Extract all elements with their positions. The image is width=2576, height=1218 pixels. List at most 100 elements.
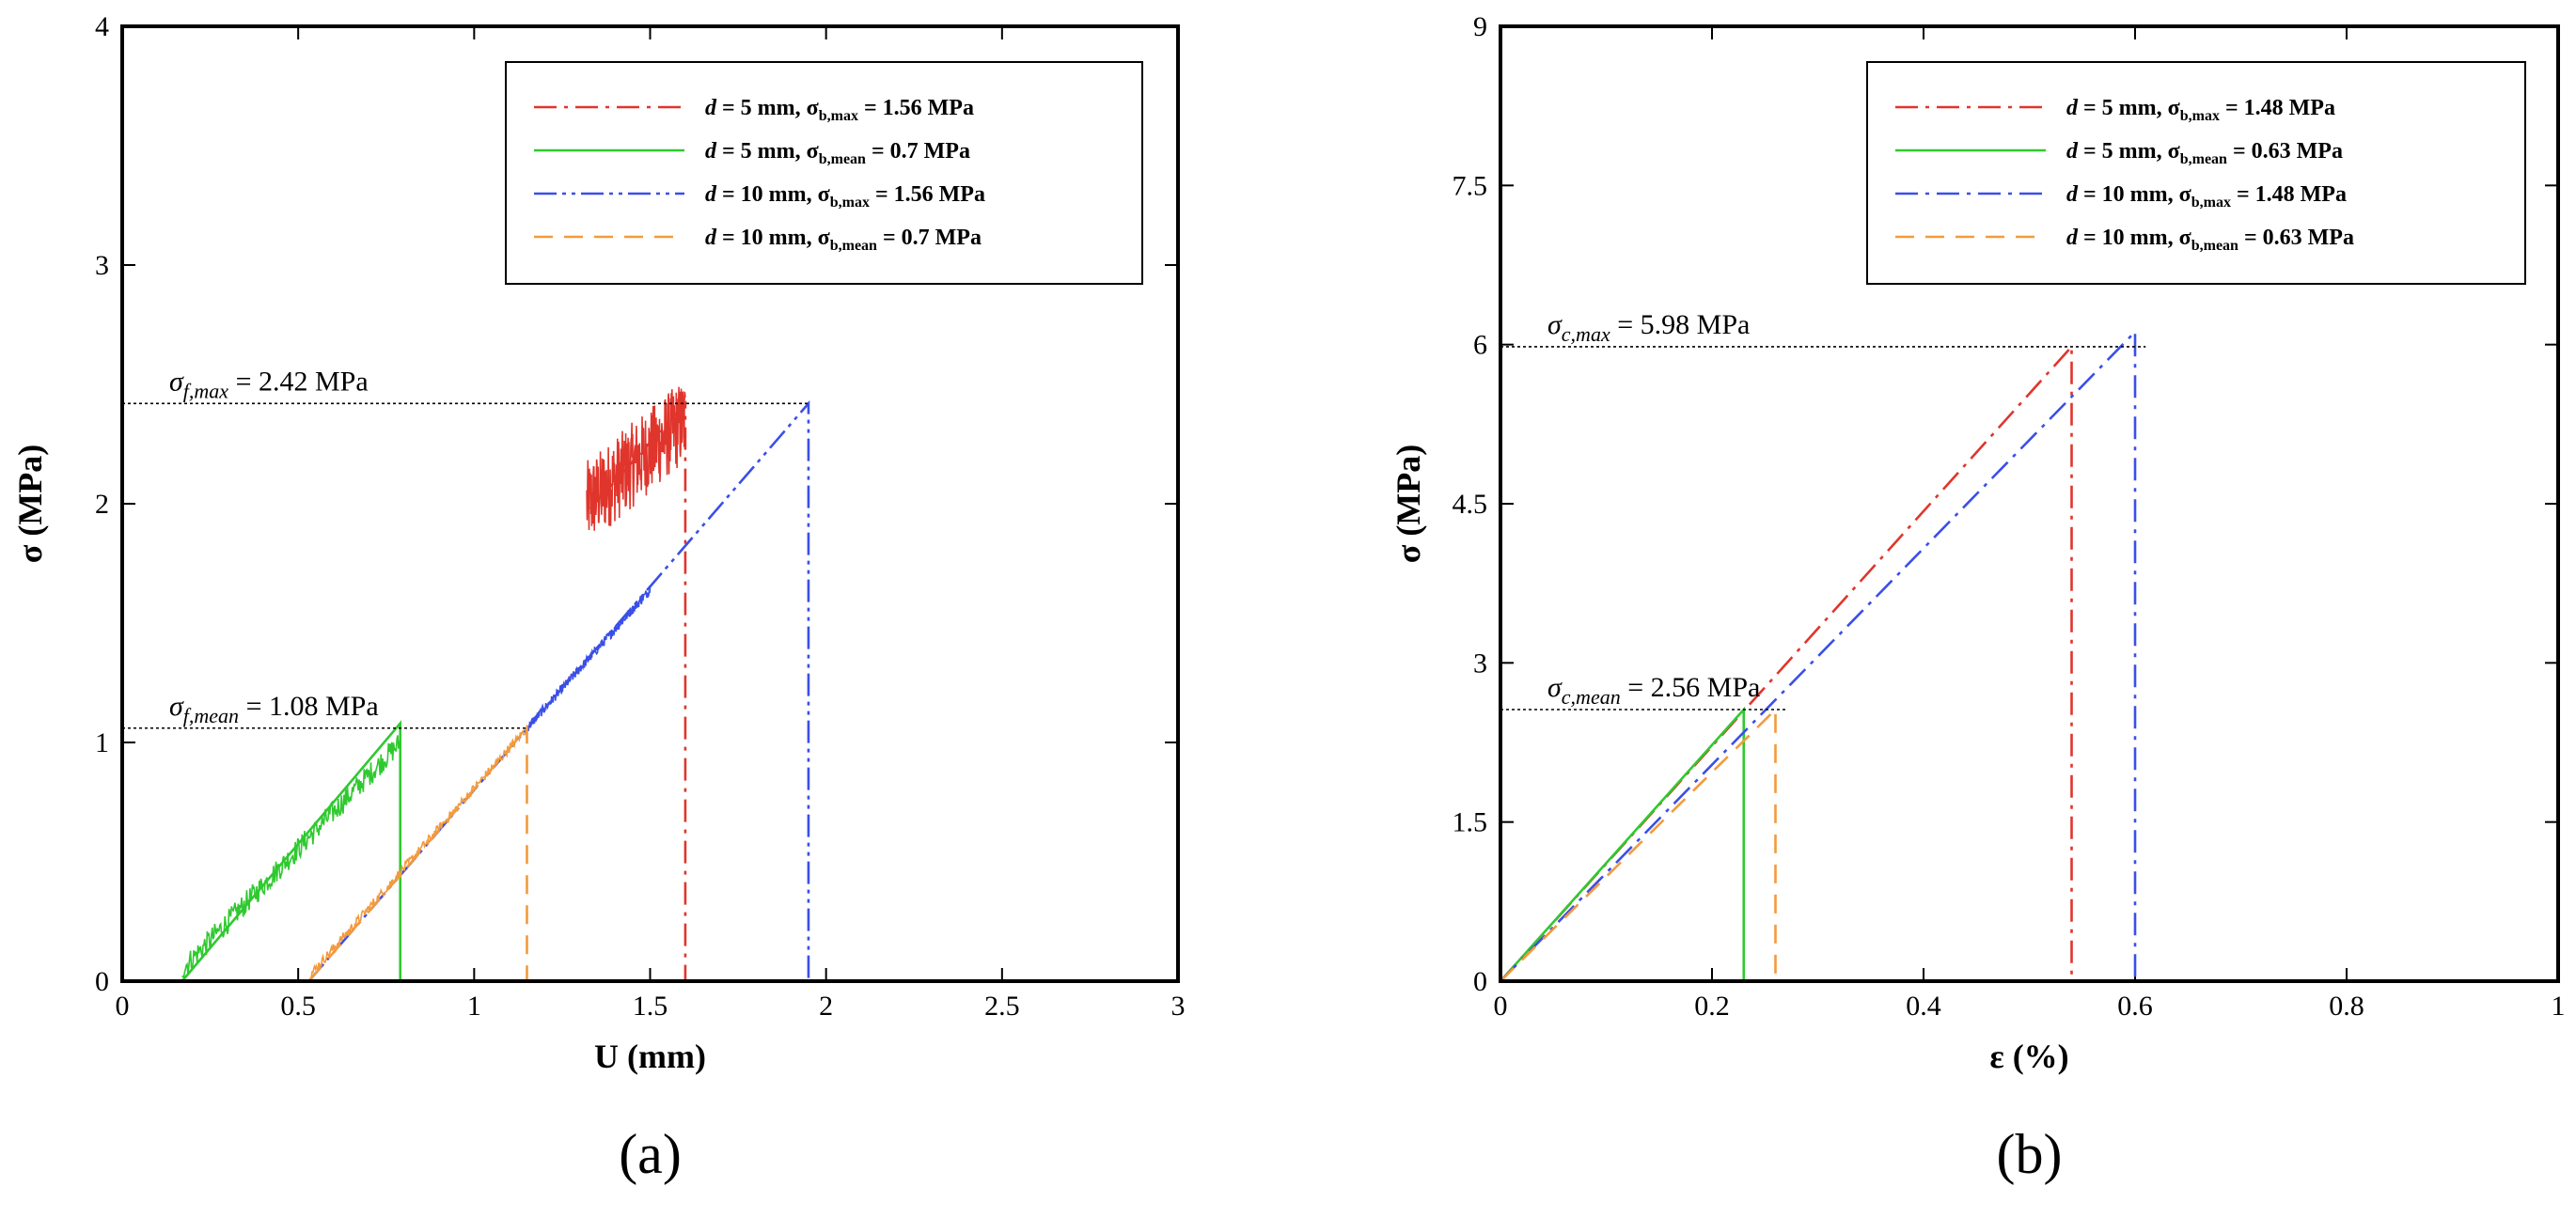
legend-sub: b,mean — [2180, 151, 2227, 167]
series-line-green — [181, 720, 402, 982]
plot-frame-a — [120, 24, 1180, 983]
x-tick-label: 0 — [116, 991, 130, 1022]
legend-tail: = 1.48 MPa — [2231, 182, 2347, 207]
panel-label-b: (b) — [1997, 1123, 2063, 1185]
y-tick-label: 1 — [95, 727, 109, 758]
annotation-value: = 2.56 MPa — [1621, 672, 1761, 703]
legend-tail: = 1.48 MPa — [2220, 96, 2335, 120]
series-red — [586, 386, 687, 981]
legend-sub: b,mean — [819, 151, 866, 167]
legend-d: d — [705, 139, 717, 164]
series-noise-orange — [307, 725, 528, 982]
legend-lead: = 10 mm, σ — [2078, 182, 2191, 207]
series-layer-b — [1500, 328, 2137, 982]
legend-d: d — [2066, 226, 2079, 250]
legend-entry-b-4: d = 10 mm, σb,mean = 0.63 MPa — [1895, 226, 2354, 254]
legend-lead: = 10 mm, σ — [2078, 226, 2191, 250]
annotation-symbol: σ — [1547, 672, 1563, 703]
legend-entry-a-1: d = 5 mm, σb,max = 1.56 MPa — [534, 96, 974, 124]
annotation-layer-a — [122, 402, 809, 729]
axis-ticks-a: 0 0.5 1 1.5 2 2.5 3 0 1 2 3 4 — [95, 11, 1186, 1022]
x-axis-label-b: ε (%) — [1989, 1038, 2068, 1075]
legend-label: d = 5 mm, σb,max = 1.56 MPa — [705, 96, 974, 124]
panel-label-a: (a) — [619, 1123, 682, 1185]
legend-d: d — [2066, 182, 2079, 207]
annotation-b-mean: σc,mean = 2.56 MPa — [1547, 672, 1760, 709]
legend-box-a — [505, 61, 1143, 285]
annotation-symbol: σ — [1547, 309, 1563, 340]
y-tick-label: 1.5 — [1453, 807, 1488, 838]
legend-entry-a-3: d = 10 mm, σb,max = 1.56 MPa — [534, 182, 985, 211]
legend-d: d — [705, 96, 717, 120]
annotation-value: = 2.42 MPa — [228, 366, 369, 397]
series-noise-blue — [526, 587, 652, 732]
x-tick-label: 1 — [2552, 991, 2566, 1022]
legend-lead: = 10 mm, σ — [716, 226, 830, 250]
y-axis-label-a: σ (MPa) — [11, 445, 49, 564]
annotation-value: = 1.08 MPa — [239, 691, 379, 722]
legend-tail: = 0.7 MPa — [877, 226, 982, 250]
series-noise-green — [181, 735, 401, 979]
legend-tail: = 0.63 MPa — [2227, 139, 2343, 164]
x-tick-label: 1 — [467, 991, 481, 1022]
x-tick-label: 2.5 — [984, 991, 1020, 1022]
x-tick-label: 0.4 — [1906, 991, 1941, 1022]
y-tick-label: 2 — [95, 489, 109, 520]
y-tick-label: 6 — [1473, 330, 1487, 361]
series-orange — [307, 725, 528, 982]
legend-sub: b,max — [830, 195, 870, 211]
x-tick-label: 0.5 — [280, 991, 316, 1022]
x-tick-label: 0.6 — [2117, 991, 2153, 1022]
legend-label: d = 10 mm, σb,mean = 0.7 MPa — [705, 226, 982, 254]
legend-sub: b,max — [819, 108, 858, 124]
y-tick-label: 3 — [1473, 648, 1487, 679]
y-tick-label: 4.5 — [1453, 489, 1488, 520]
y-tick-label: 0 — [1473, 966, 1487, 997]
series-green — [1500, 706, 1746, 982]
legend-lead: = 5 mm, σ — [2078, 139, 2180, 164]
y-tick-label: 7.5 — [1453, 170, 1488, 201]
series-orange — [1500, 706, 1777, 982]
plot-frame-b — [1499, 24, 2560, 983]
series-blue — [1500, 328, 2137, 982]
legend-sub: b,mean — [2191, 238, 2238, 254]
series-line-orange — [1500, 706, 1777, 982]
x-tick-label: 3 — [1171, 991, 1186, 1022]
legend-entry-b-3: d = 10 mm, σb,max = 1.48 MPa — [1895, 182, 2347, 211]
legend-d: d — [2066, 96, 2079, 120]
annotation-symbol: σ — [169, 691, 184, 722]
annotation-a-mean: σf,mean = 1.08 MPa — [169, 691, 379, 727]
legend-label: d = 5 mm, σb,mean = 0.63 MPa — [2066, 139, 2343, 167]
series-green — [181, 720, 402, 982]
x-axis-label-a: U (mm) — [594, 1038, 706, 1075]
annotation-sub: c,max — [1562, 322, 1610, 346]
legend-entry-a-4: d = 10 mm, σb,mean = 0.7 MPa — [534, 226, 982, 254]
series-line-blue — [1500, 328, 2137, 982]
y-tick-label: 4 — [95, 11, 109, 42]
legend-tail: = 0.63 MPa — [2238, 226, 2354, 250]
x-tick-label: 2 — [819, 991, 833, 1022]
x-tick-label: 0.2 — [1694, 991, 1730, 1022]
legend-tail: = 0.7 MPa — [866, 139, 970, 164]
legend-sub: b,mean — [830, 238, 877, 254]
legend-lead: = 5 mm, σ — [716, 96, 819, 120]
legend-d: d — [705, 182, 717, 207]
legend-sub: b,max — [2180, 108, 2220, 124]
legend-d: d — [705, 226, 717, 250]
x-tick-label: 1.5 — [633, 991, 668, 1022]
legend-entry-a-2: d = 5 mm, σb,mean = 0.7 MPa — [534, 139, 970, 167]
legend-tail: = 1.56 MPa — [858, 96, 974, 120]
series-line-green — [1500, 706, 1746, 982]
annotation-value: = 5.98 MPa — [1610, 309, 1751, 340]
legend-entry-b-2: d = 5 mm, σb,mean = 0.63 MPa — [1895, 139, 2343, 167]
annotation-sub: f,max — [183, 379, 229, 402]
legend-entry-b-1: d = 5 mm, σb,max = 1.48 MPa — [1895, 96, 2335, 124]
legend-label: d = 5 mm, σb,mean = 0.7 MPa — [705, 139, 970, 167]
y-axis-label-b: σ (MPa) — [1390, 445, 1427, 564]
legend-label: d = 10 mm, σb,max = 1.56 MPa — [705, 182, 985, 211]
panel-b: 0 0.2 0.4 0.6 0.8 101.534.567.59 d = 5 mm, σb… — [1390, 11, 2566, 1185]
legend-lead: = 10 mm, σ — [716, 182, 830, 207]
legend-b: d = 5 mm, σb,max = 1.48 MPa d = 5 mm, σb… — [1866, 61, 2526, 285]
legend-d: d — [2066, 139, 2079, 164]
